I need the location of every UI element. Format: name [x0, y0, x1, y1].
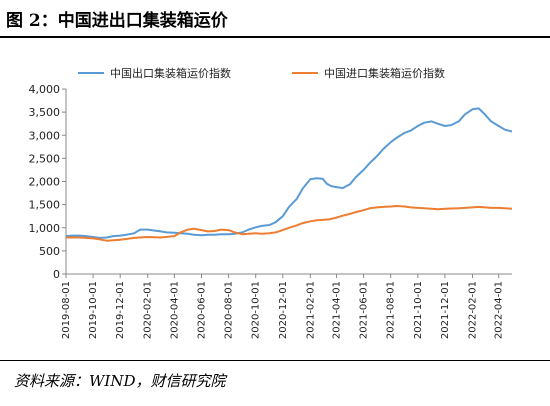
x-tick-label: 2022-04-01: [494, 281, 505, 339]
chart-legend: 中国出口集装箱运价指数 中国进口集装箱运价指数: [78, 66, 445, 80]
series-line-import: [66, 205, 513, 242]
x-tick-label: 2021-04-01: [332, 281, 343, 339]
y-tick-label: 1,000: [29, 222, 61, 235]
y-tick-label: 2,000: [29, 176, 61, 189]
y-tick-label: 4,000: [29, 83, 61, 96]
x-tick-label: 2019-08-01: [61, 281, 72, 339]
x-tick-label: 2021-02-01: [305, 281, 316, 339]
x-tick-label: 2020-02-01: [143, 281, 154, 339]
series-line-export: [65, 107, 513, 239]
y-tick-label: 2,500: [29, 152, 61, 165]
bottom-rule: [0, 360, 550, 361]
x-tick-label: 2020-10-01: [251, 281, 262, 339]
x-tick-label: 2022-02-01: [467, 281, 478, 339]
y-tick-label: 0: [53, 268, 60, 281]
top-rule: [0, 36, 550, 38]
figure-title: 图 2：中国进出口集装箱运价: [6, 11, 228, 31]
x-tick-label: 2020-06-01: [196, 281, 207, 339]
source-note: 资料来源：WIND，财信研究院: [14, 372, 226, 390]
x-axis: 2019-08-01 2019-10-01 2019-12-01 2020-02-01…: [61, 273, 512, 339]
x-tick-label: 2021-06-01: [359, 281, 370, 339]
y-tick-label: 3,500: [29, 106, 61, 119]
series-lines: [65, 107, 513, 242]
x-tick-label: 2021-12-01: [440, 281, 451, 339]
line-chart: 中国出口集装箱运价指数 中国进口集装箱运价指数 0 500 1,000 1,500 2,0…: [29, 66, 513, 339]
y-axis: 0 500 1,000 1,500 2,000 2,500 3,000 3,500 4,000: [29, 83, 67, 281]
x-tick-label: 2019-10-01: [88, 281, 99, 339]
x-tick-label: 2021-08-01: [386, 281, 397, 339]
y-tick-label: 500: [39, 245, 60, 258]
y-tick-label: 3,000: [29, 129, 61, 142]
legend-label-import: 中国进口集装箱运价指数: [324, 66, 445, 80]
x-tick-label: 2020-04-01: [169, 281, 180, 339]
x-tick-label: 2019-12-01: [115, 281, 126, 339]
x-tick-label: 2020-08-01: [224, 281, 235, 339]
x-tick-label: 2021-10-01: [413, 281, 424, 339]
legend-label-export: 中国出口集装箱运价指数: [110, 66, 231, 80]
x-tick-label: 2020-12-01: [278, 281, 289, 339]
y-tick-label: 1,500: [29, 199, 61, 212]
